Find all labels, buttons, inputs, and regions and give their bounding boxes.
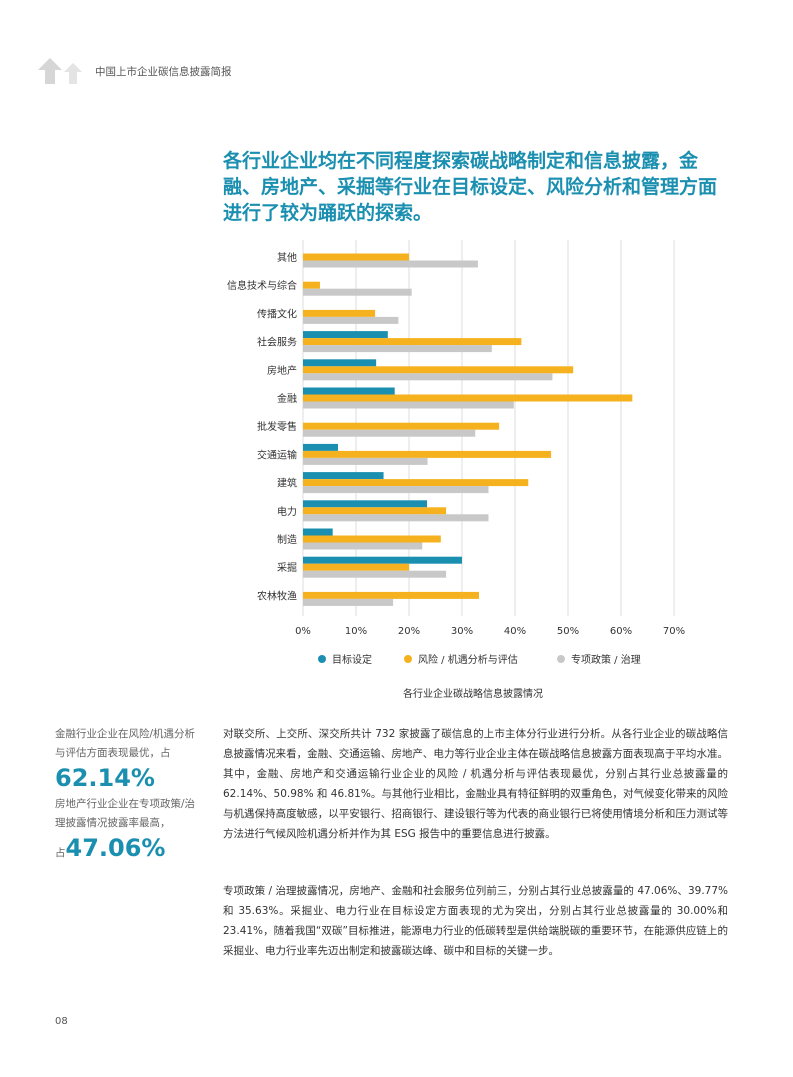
bar bbox=[303, 507, 447, 515]
category-label: 传播文化 bbox=[257, 307, 297, 320]
category-label: 采掘 bbox=[277, 561, 297, 574]
bar bbox=[303, 514, 489, 522]
x-tick-label: 0% bbox=[295, 626, 311, 637]
bar bbox=[303, 591, 479, 599]
bar bbox=[303, 556, 462, 564]
legend-marker bbox=[404, 655, 412, 663]
bar bbox=[303, 394, 633, 402]
page-number: 08 bbox=[55, 1016, 68, 1027]
category-label: 建筑 bbox=[277, 477, 297, 490]
arrows-logo-icon bbox=[38, 58, 82, 84]
bar bbox=[303, 570, 447, 578]
bar bbox=[303, 563, 409, 571]
legend-label: 专项政策 / 治理 bbox=[571, 653, 641, 666]
x-tick-label: 60% bbox=[610, 626, 632, 637]
bar bbox=[303, 472, 384, 480]
sidebar-value-realestate-line: 占47.06% bbox=[55, 833, 165, 868]
bar bbox=[303, 422, 500, 430]
x-tick-label: 50% bbox=[557, 626, 579, 637]
bar bbox=[303, 288, 412, 296]
bar bbox=[303, 457, 428, 465]
bar bbox=[303, 366, 574, 374]
bar bbox=[303, 373, 553, 381]
bar bbox=[303, 253, 409, 261]
category-label: 社会服务 bbox=[257, 336, 297, 349]
bar bbox=[303, 542, 423, 550]
legend-marker bbox=[557, 655, 565, 663]
bar bbox=[303, 528, 333, 536]
body-paragraph-1: 对联交所、上交所、深交所共计 732 家披露了碳信息的上市主体分行业进行分析。从… bbox=[223, 728, 728, 840]
bar bbox=[303, 345, 492, 353]
sidebar-text-finance: 金融行业企业在风险/机遇分析与评估方面表现最优，占 bbox=[55, 728, 196, 759]
bar bbox=[303, 486, 489, 494]
legend-label: 目标设定 bbox=[332, 653, 372, 666]
bar bbox=[303, 359, 377, 367]
bar bbox=[303, 401, 514, 409]
legend-label: 风险 / 机遇分析与评估 bbox=[418, 653, 518, 666]
industry-disclosure-chart: 0% 10% 20% 30% 40% 50% 60% 70% 其他信息技术与综合传播文化社会服务… bbox=[227, 240, 685, 666]
category-label: 农林牧渔 bbox=[257, 589, 297, 602]
sidebar-value-finance: 62.14% bbox=[55, 764, 155, 792]
x-tick-label: 70% bbox=[663, 626, 685, 637]
bar bbox=[303, 387, 395, 395]
bar bbox=[303, 316, 399, 324]
legend-marker bbox=[318, 655, 326, 663]
category-label: 交通运输 bbox=[257, 448, 297, 461]
category-label: 批发零售 bbox=[257, 420, 297, 433]
category-label: 制造 bbox=[277, 533, 297, 546]
headline: 各行业企业均在不同程度探索碳战略制定和信息披露，金融、房地产、采掘等行业在目标设… bbox=[223, 150, 718, 224]
bar bbox=[303, 429, 476, 437]
chart-title: 各行业企业碳战略信息披露情况 bbox=[403, 689, 543, 700]
x-tick-label: 30% bbox=[451, 626, 473, 637]
header-title: 中国上市企业碳信息披露简报 bbox=[95, 66, 232, 78]
bar bbox=[303, 309, 376, 317]
bar bbox=[303, 500, 428, 508]
bar bbox=[303, 450, 552, 458]
bar bbox=[303, 443, 338, 451]
category-label: 金融 bbox=[277, 392, 297, 405]
bar bbox=[303, 260, 478, 268]
category-label: 电力 bbox=[277, 505, 297, 518]
bar bbox=[303, 331, 388, 339]
category-label: 房地产 bbox=[267, 364, 297, 377]
x-tick-label: 20% bbox=[398, 626, 420, 637]
x-tick-label: 10% bbox=[345, 626, 367, 637]
bar bbox=[303, 479, 529, 487]
bar bbox=[303, 338, 522, 346]
category-label: 其他 bbox=[277, 251, 297, 264]
sidebar-value-realestate: 47.06% bbox=[65, 834, 166, 862]
x-tick-label: 40% bbox=[504, 626, 526, 637]
sidebar-text-realestate: 房地产行业企业在专项政策/治理披露情况披露率最高， bbox=[55, 798, 196, 829]
category-label: 信息技术与综合 bbox=[227, 279, 297, 292]
bar bbox=[303, 598, 394, 606]
bar bbox=[303, 281, 320, 289]
body-paragraph-2: 专项政策 / 治理披露情况，房地产、金融和社会服务位列前三，分别占其行业总披露量… bbox=[223, 885, 728, 957]
sidebar-prefix: 占 bbox=[55, 847, 66, 859]
bar bbox=[303, 535, 441, 543]
